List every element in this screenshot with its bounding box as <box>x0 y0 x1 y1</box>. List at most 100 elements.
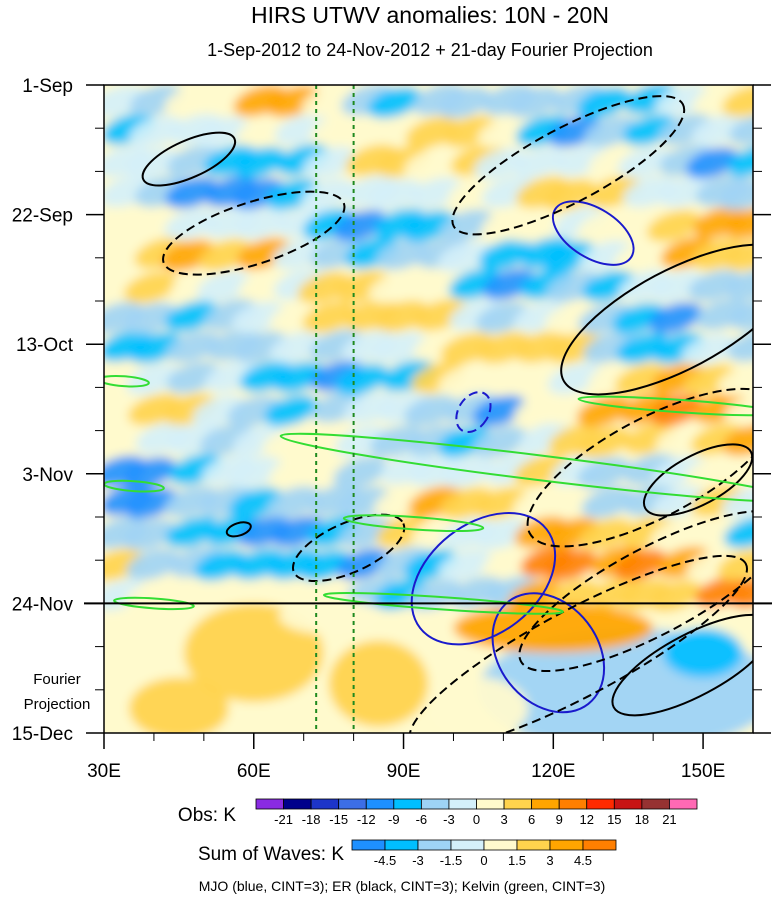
field-blob <box>165 516 220 548</box>
y-tick-label: 15-Dec <box>12 724 73 745</box>
colorbar-level-label: -9 <box>388 812 400 827</box>
contour-legend: MJO (blue, CINT=3); ER (black, CINT=3); … <box>199 878 606 894</box>
projection-label-line2: Projection <box>24 696 91 713</box>
field-blob <box>646 210 701 242</box>
x-tick-label: 150E <box>681 761 725 782</box>
plot-border <box>103 84 754 734</box>
er-contour <box>518 510 753 673</box>
field-blob <box>726 145 753 177</box>
projection-blob <box>183 603 324 703</box>
colorbar-level-label: 21 <box>662 812 676 827</box>
projection-blob <box>328 640 429 727</box>
field-blob <box>722 85 753 117</box>
projection-blob <box>663 628 744 678</box>
x-tick-label: 120E <box>531 761 575 782</box>
projection-blob <box>453 603 654 653</box>
colorbar-level-label: 1.5 <box>508 853 526 868</box>
field-blob <box>234 207 289 240</box>
field-blob <box>375 238 430 270</box>
field-blob <box>267 486 322 518</box>
colorbar-swatch <box>641 798 670 810</box>
colorbar-swatch <box>582 839 617 851</box>
field-blob <box>336 548 391 580</box>
field-blob <box>104 424 147 457</box>
colorbar-swatch <box>669 798 698 810</box>
anomaly-field-texture <box>104 85 753 733</box>
field-blob <box>368 179 423 211</box>
colorbar-swatch <box>351 839 386 851</box>
mjo-contour <box>491 592 606 714</box>
kelvin-contour <box>342 514 485 533</box>
field-blob <box>302 146 357 179</box>
field-blob <box>403 394 458 427</box>
field-blob <box>438 549 493 581</box>
field-blob <box>614 240 669 272</box>
colorbar-level-label: -4.5 <box>374 853 396 868</box>
field-blob <box>104 239 147 272</box>
kelvin-contour <box>322 592 565 615</box>
field-blob <box>729 298 753 331</box>
field-blob <box>649 394 704 427</box>
field-blob <box>717 364 753 396</box>
chart-title: HIRS UTWV anomalies: 10N - 20N <box>251 2 609 28</box>
colorbar-level-label: -3 <box>412 853 424 868</box>
field-blob <box>196 270 251 303</box>
field-blob <box>440 209 494 241</box>
mjo-contour <box>410 512 557 646</box>
colorbar-level-label: -12 <box>357 812 376 827</box>
projection-blob <box>428 677 529 733</box>
field-blob <box>165 330 220 363</box>
y-tick-label: 1-Sep <box>22 76 73 97</box>
field-blob <box>543 549 597 581</box>
colorbar-swatch <box>613 798 643 810</box>
field-blob <box>229 456 283 489</box>
field-blob <box>125 363 180 396</box>
colorbar-level-label: 12 <box>580 812 594 827</box>
colorbar-level-label: 15 <box>607 812 621 827</box>
field-blob <box>650 517 705 550</box>
anomaly-field <box>104 85 753 733</box>
mjo-contour <box>455 391 492 434</box>
y-tick-label: 24-Nov <box>12 594 74 615</box>
field-blob <box>581 486 636 519</box>
colorbar-level-label: -18 <box>302 812 321 827</box>
field-blob <box>729 113 753 146</box>
field-blob <box>123 271 178 304</box>
field-blob <box>269 331 324 363</box>
chart-subtitle: 1-Sep-2012 to 24-Nov-2012 + 21-day Fouri… <box>207 40 653 60</box>
field-blob <box>577 86 631 119</box>
field-blob <box>232 146 287 179</box>
field-blob <box>478 239 533 271</box>
field-blob <box>724 516 753 549</box>
colorbar-level-label: 4.5 <box>574 853 592 868</box>
field-blob <box>437 240 492 273</box>
field-blob <box>404 147 459 180</box>
field-blob <box>373 331 427 364</box>
field-blob <box>681 333 736 366</box>
x-tick-label: 60E <box>237 761 271 782</box>
colorbar-swatch <box>417 839 452 851</box>
field-blob <box>513 146 568 179</box>
colorbar-swatch <box>586 798 615 810</box>
colorbar-swatch <box>558 798 588 810</box>
er-contour <box>225 521 252 538</box>
y-tick-label: 22-Sep <box>12 206 73 227</box>
field-blob <box>685 147 740 179</box>
field-blob <box>124 487 179 520</box>
obs-colorbar: -21 -18 -15 -12 -9 -6 -3 0 3 6 9 12 15 18 21 <box>255 798 698 827</box>
field-blob <box>368 271 423 304</box>
kelvin-contour <box>577 395 753 417</box>
x-tick-label: 90E <box>387 761 421 782</box>
colorbar-swatch <box>516 839 551 851</box>
colorbar-level-label: 3 <box>500 812 507 827</box>
field-blob <box>724 392 753 425</box>
colorbar-swatch <box>503 798 533 810</box>
field-blob <box>164 85 219 117</box>
er-contour <box>408 554 748 733</box>
field-blob <box>722 424 753 457</box>
field-blob <box>508 86 562 119</box>
er-contour <box>560 243 753 396</box>
colorbar-swatch <box>450 839 485 851</box>
colorbar-level-label: 18 <box>635 812 649 827</box>
